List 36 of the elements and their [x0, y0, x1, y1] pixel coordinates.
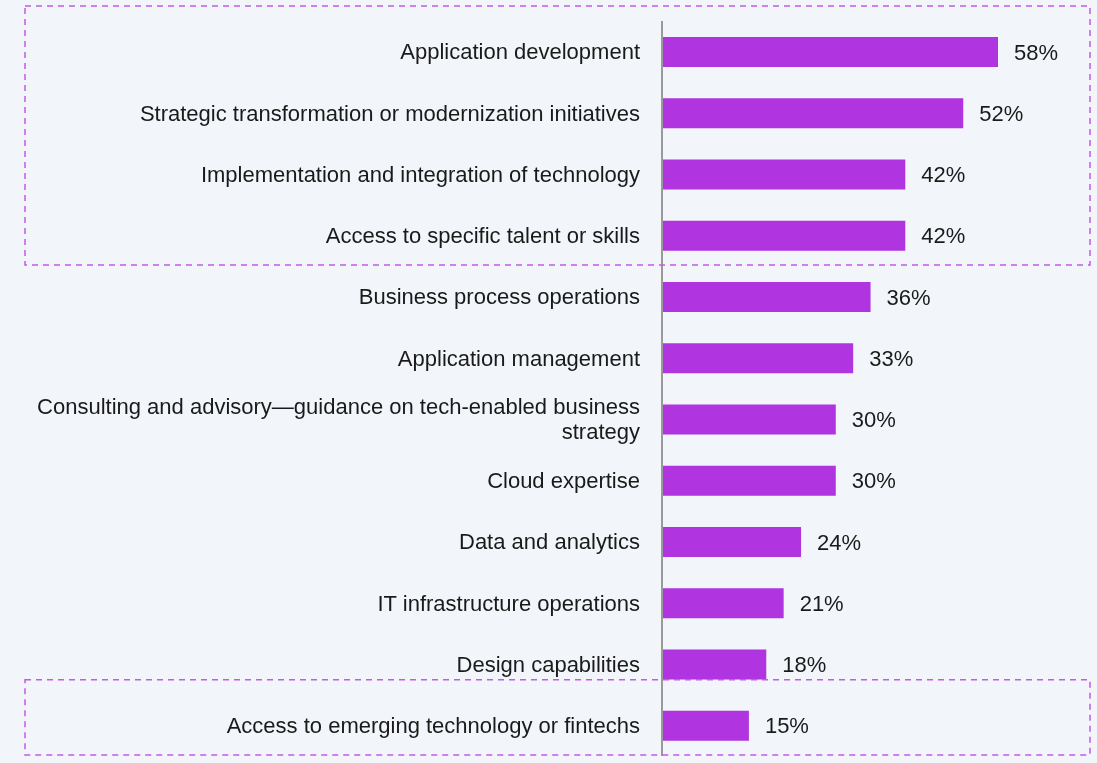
data-label: 24% [817, 529, 862, 555]
bar [662, 343, 854, 374]
bar [662, 404, 836, 435]
data-label: 42% [921, 162, 966, 188]
y-tick-label: Business process operations [358, 284, 640, 310]
y-tick-label: Strategic transformation or modernization initiatives [139, 100, 640, 126]
data-label: 33% [869, 345, 914, 371]
y-tick-label: Access to specific talent or skills [325, 223, 640, 249]
data-label: 58% [1014, 39, 1059, 65]
y-tick-label: Application development [400, 39, 640, 65]
y-tick-label: Cloud expertise [487, 468, 640, 494]
bar [662, 159, 906, 190]
y-tick-label: Design capabilities [456, 651, 640, 677]
y-tick-label: IT infrastructure operations [377, 590, 640, 616]
y-tick-label: Implementation and integration of technology [200, 161, 640, 187]
bar [662, 527, 802, 557]
bar [662, 37, 998, 67]
bar [662, 98, 964, 129]
data-label: 18% [782, 652, 827, 678]
y-tick-label: Access to emerging technology or fintechs [226, 713, 640, 739]
data-label: 21% [799, 590, 844, 616]
data-label: 30% [851, 468, 896, 494]
bar [662, 220, 906, 251]
bar [662, 710, 749, 741]
bar [662, 282, 871, 312]
y-tick-label: Application management [397, 345, 640, 371]
y-tick-label: Data and analytics [459, 529, 640, 555]
data-label: 15% [764, 713, 809, 739]
data-label: 36% [886, 284, 931, 310]
bar [662, 649, 767, 680]
data-label: 30% [851, 407, 896, 433]
data-label: 52% [979, 100, 1024, 126]
bar [662, 588, 784, 619]
bar [662, 465, 836, 496]
y-tick-label: Consulting and advisory—guidance on tech-enabled business strategy [37, 394, 640, 445]
data-label: 42% [921, 223, 966, 249]
